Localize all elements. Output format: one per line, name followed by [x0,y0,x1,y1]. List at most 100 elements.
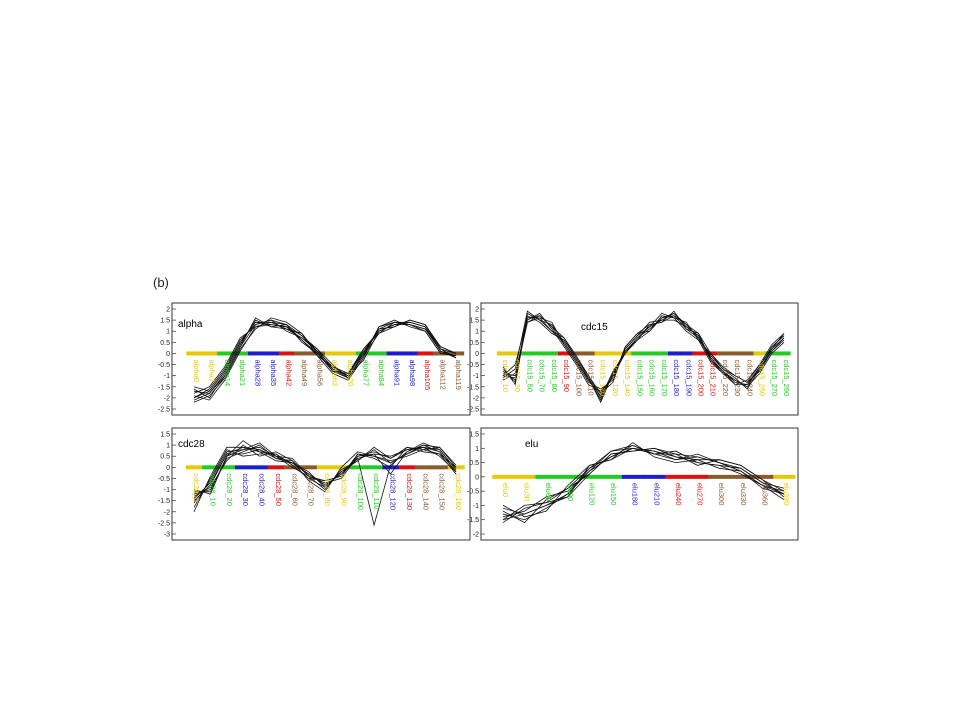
category-label: cdc15_290 [782,359,791,396]
y-tick-label: 0 [475,474,479,481]
phase-band-segment [570,351,583,356]
category-label: alpha21 [238,359,247,386]
phase-band-segment [777,351,791,356]
panel-elu: 1.5 1 0.5 0 -0.5 -1 -1.5 -2 elu0 elu30 elu60 elu90 e… [467,427,799,541]
category-label: cdc15_130 [611,359,620,396]
phase-band-segment [185,465,203,470]
category-label: cdc28_90 [339,473,348,506]
category-label: elu60 [544,483,553,501]
category-label: cdc28_10 [208,473,217,506]
y-tick-label: -1 [473,503,479,510]
phase-band-segment [509,351,522,356]
panel-cdc15: 2 1.5 1 0.5 0 -0.5 -1 -1.5 -2 -2.5 cdc15_10 cdc15_3… [467,302,799,416]
y-tick-label: -0.5 [158,476,170,483]
category-label: cdc15_150 [635,359,644,396]
series-line [193,444,457,497]
category-label: alpha7 [207,359,216,382]
phase-band-segment [680,351,693,356]
category-label: cdc15_210 [709,359,718,396]
category-label: alpha35 [269,359,278,386]
y-tick-label: -2.5 [467,407,479,414]
y-tick-label: 0.5 [469,340,479,347]
y-tick-label: -1.5 [467,384,479,391]
y-tick-label: 1.5 [469,318,479,325]
category-label: cdc15_120 [599,359,608,396]
category-label: cdc15_230 [733,359,742,396]
phase-band-segment [294,351,311,356]
category-label: cdc28_80 [323,473,332,506]
y-tick-label: 1 [166,329,170,336]
y-tick-label: -3 [164,532,170,539]
category-label: alpha42 [284,359,293,386]
phase-band-segment [643,351,657,356]
panel-title: cdc15 [581,322,608,333]
phase-band-segment [349,465,367,470]
phase-band-segment [402,351,418,356]
phase-band-segment [325,351,341,356]
phase-band-segment [496,351,510,356]
phase-band-segment [398,465,416,470]
category-label: cdc28_120 [389,473,398,510]
category-label: cdc15_50 [525,359,534,392]
category-label: alpha98 [408,359,417,386]
category-label: alpha70 [346,359,355,386]
category-label: elu180 [631,483,640,506]
category-label: alpha105 [423,359,432,390]
phase-band-segment [643,474,666,479]
phase-band-segment [201,351,218,356]
phase-band-segment [741,351,754,356]
y-tick-label: 2 [166,307,170,314]
y-tick-label: 0 [166,351,170,358]
phase-band-segment [655,351,669,356]
phase-band-segment [621,474,644,479]
category-label: elu210 [652,483,661,506]
category-label: elu330 [739,483,748,506]
category-label: elu270 [696,483,705,506]
category-label: cdc28_70 [307,473,316,506]
y-tick-label: -0.5 [158,362,170,369]
category-label: cdc15_140 [623,359,632,396]
phase-band-segment [386,351,403,356]
y-tick-label: 1 [166,443,170,450]
phase-band-segment [217,351,234,356]
category-label: cdc28_130 [405,473,414,510]
category-label: alpha84 [377,359,386,386]
category-label: cdc15_240 [745,359,754,396]
y-tick-label: 0 [475,351,479,358]
phase-band-segment [234,465,252,470]
phase-band-segment [521,351,535,356]
y-tick-label: -2 [164,509,170,516]
y-tick-label: 1.5 [469,432,479,439]
category-label: cdc28_0 [192,473,201,501]
y-tick-label: -2.5 [158,520,170,527]
category-label: alpha28 [254,359,263,386]
figure-label: (b) [153,275,169,290]
category-label: cdc28_60 [290,473,299,506]
panel-title: alpha [178,319,203,330]
phase-band-segment [753,351,767,356]
category-label: alpha14 [223,359,232,386]
y-tick-label: -2 [164,395,170,402]
phase-band-segment [667,351,681,356]
category-label: cdc28_30 [241,473,250,506]
category-label: cdc15_70 [538,359,547,392]
phase-band-segment [232,351,249,356]
y-tick-label: -1 [164,373,170,380]
phase-band-segment [492,474,515,479]
category-label: cdc28_100 [356,473,365,510]
category-label: cdc15_10 [501,359,510,392]
category-label: cdc28_110 [372,473,381,509]
phase-band-segment [278,351,295,356]
category-label: cdc28_20 [225,473,234,506]
phase-band-segment [365,465,383,470]
phase-band-segment [582,351,596,356]
category-label: alpha63 [331,359,340,386]
y-tick-label: -1 [164,487,170,494]
series-line [502,315,785,401]
phase-band-segment [247,351,264,356]
category-label: cdc15_30 [513,359,522,392]
phase-band-segment [340,351,357,356]
y-tick-label: 0.5 [160,454,170,461]
phase-band-segment [316,465,334,470]
